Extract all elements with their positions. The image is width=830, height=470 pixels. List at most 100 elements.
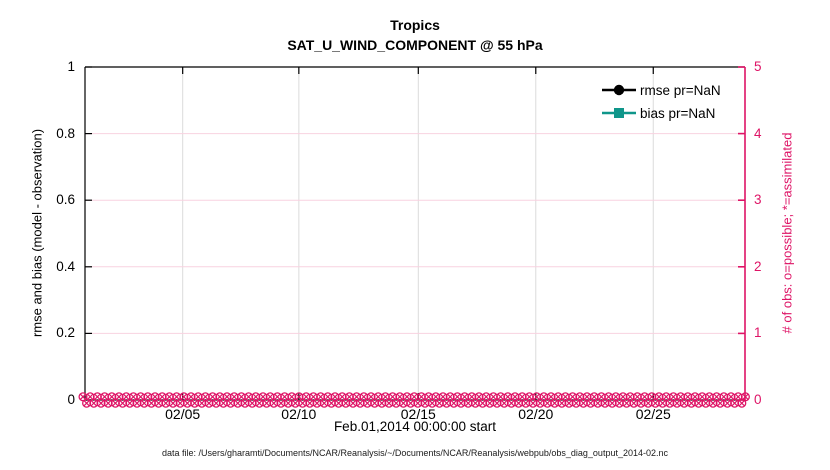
assimilated-obs-marker (86, 393, 94, 401)
assimilated-obs-marker (191, 399, 199, 407)
assimilated-obs-marker (367, 393, 375, 401)
assimilated-obs-marker (104, 399, 112, 407)
assimilated-obs-marker (482, 393, 490, 401)
assimilated-obs-marker (266, 393, 274, 401)
assimilated-obs-marker (597, 393, 605, 401)
assimilated-obs-marker (320, 399, 328, 407)
assimilated-obs-marker (259, 393, 267, 401)
assimilated-obs-marker (579, 399, 587, 407)
assimilated-obs-marker (313, 399, 321, 407)
assimilated-obs-marker (543, 399, 551, 407)
assimilated-obs-marker (590, 393, 598, 401)
assimilated-obs-marker (205, 399, 213, 407)
assimilated-obs-marker (425, 393, 433, 401)
assimilated-obs-marker (403, 393, 411, 401)
assimilated-obs-marker (198, 399, 206, 407)
assimilated-obs-marker (147, 399, 155, 407)
assimilated-obs-marker (554, 393, 562, 401)
legend-circle-marker-icon (602, 84, 636, 96)
assimilated-obs-marker (324, 393, 332, 401)
assimilated-obs-marker (583, 393, 591, 401)
assimilated-obs-marker (241, 399, 249, 407)
assimilated-obs-marker (630, 399, 638, 407)
assimilated-obs-marker (547, 393, 555, 401)
assimilated-obs-marker (709, 399, 717, 407)
assimilated-obs-marker (673, 399, 681, 407)
assimilated-obs-marker (93, 393, 101, 401)
right-axis-tick-label: 3 (754, 192, 762, 208)
assimilated-obs-marker (302, 393, 310, 401)
assimilated-obs-marker (461, 393, 469, 401)
assimilated-obs-marker (342, 399, 350, 407)
assimilated-obs-marker (119, 399, 127, 407)
assimilated-obs-marker (525, 393, 533, 401)
assimilated-obs-marker (209, 393, 217, 401)
assimilated-obs-marker (392, 399, 400, 407)
assimilated-obs-marker (230, 393, 238, 401)
assimilated-obs-marker (234, 399, 242, 407)
legend-entry: rmse pr=NaN (601, 80, 721, 100)
assimilated-obs-marker (248, 399, 256, 407)
assimilated-obs-marker (727, 393, 735, 401)
possible-obs-marker (737, 398, 747, 408)
assimilated-obs-marker (180, 393, 188, 401)
x-axis-tick-label: 02/10 (281, 406, 317, 422)
assimilated-obs-marker (731, 399, 739, 407)
assimilated-obs-marker (371, 399, 379, 407)
assimilated-obs-marker (633, 393, 641, 401)
assimilated-obs-marker (331, 393, 339, 401)
assimilated-obs-marker (518, 393, 526, 401)
assimilated-obs-marker (345, 393, 353, 401)
data-file-caption: data file: /Users/gharamti/Documents/NCA… (161, 448, 668, 458)
assimilated-obs-marker (687, 399, 695, 407)
assimilated-obs-marker (356, 399, 364, 407)
assimilated-obs-marker (529, 399, 537, 407)
assimilated-obs-marker (479, 399, 487, 407)
assimilated-obs-marker (651, 399, 659, 407)
assimilated-obs-marker (173, 393, 181, 401)
assimilated-obs-marker (601, 399, 609, 407)
assimilated-obs-marker (353, 393, 361, 401)
assimilated-obs-marker (734, 393, 742, 401)
assimilated-obs-marker (723, 399, 731, 407)
chart-subtitle: SAT_U_WIND_COMPONENT @ 55 hPa (287, 37, 543, 53)
assimilated-obs-marker (327, 399, 335, 407)
assimilated-obs-marker (471, 399, 479, 407)
right-axis-tick-label: 1 (754, 325, 762, 341)
assimilated-obs-marker (363, 399, 371, 407)
x-axis-tick-label: 02/15 (400, 406, 436, 422)
assimilated-obs-marker (551, 399, 559, 407)
assimilated-obs-marker (335, 399, 343, 407)
assimilated-obs-marker (133, 399, 141, 407)
assimilated-obs-marker (576, 393, 584, 401)
assimilated-obs-marker (691, 393, 699, 401)
right-axis-tick-label: 5 (754, 59, 762, 74)
assimilated-obs-marker (464, 399, 472, 407)
assimilated-obs-marker (407, 399, 415, 407)
assimilated-obs-marker (637, 399, 645, 407)
assimilated-obs-marker (79, 393, 87, 401)
assimilated-obs-marker (450, 399, 458, 407)
assimilated-obs-marker (83, 399, 91, 407)
assimilated-obs-marker (281, 393, 289, 401)
assimilated-obs-marker (273, 393, 281, 401)
assimilated-obs-marker (158, 393, 166, 401)
assimilated-obs-marker (439, 393, 447, 401)
right-axis-tick-label: 2 (754, 258, 762, 274)
assimilated-obs-marker (435, 399, 443, 407)
assimilated-obs-marker (252, 393, 260, 401)
right-axis-tick-label: 0 (754, 392, 762, 407)
assimilated-obs-marker (169, 399, 177, 407)
assimilated-obs-marker (306, 399, 314, 407)
assimilated-obs-marker (655, 393, 663, 401)
assimilated-obs-marker (417, 393, 425, 401)
assimilated-obs-marker (605, 393, 613, 401)
assimilated-obs-marker (108, 393, 116, 401)
assimilated-obs-marker (223, 393, 231, 401)
assimilated-obs-marker (680, 399, 688, 407)
x-axis-tick-label: 02/20 (518, 406, 554, 422)
assimilated-obs-marker (155, 399, 163, 407)
assimilated-obs-marker (698, 393, 706, 401)
